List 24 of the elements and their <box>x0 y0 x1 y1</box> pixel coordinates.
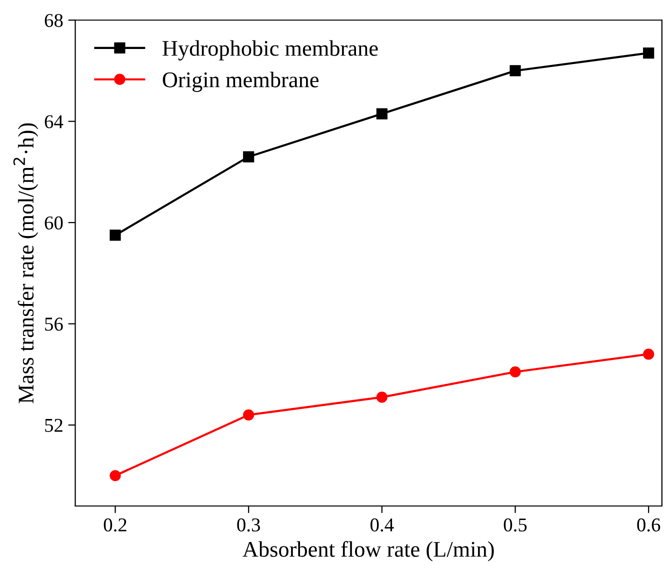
x-tick-label: 0.4 <box>370 518 394 532</box>
y-tick-label: 60 <box>44 216 63 230</box>
y-tick-label: 68 <box>44 14 63 28</box>
y-axis-title: Mass transfer rate (mol/(m$^{2}$·h)) <box>13 123 38 404</box>
point <box>110 470 121 482</box>
legend-label: Origin membrane <box>162 72 319 92</box>
point <box>376 392 388 403</box>
point <box>376 108 388 120</box>
x-tick-label: 0.2 <box>104 518 126 532</box>
x-tick-label: 0.3 <box>237 518 260 532</box>
legend-label: Hydrophobic membrane <box>162 40 378 60</box>
y-tick-label: 52 <box>45 418 62 432</box>
y-tick-label: 64 <box>44 115 64 128</box>
y-tick-label: 56 <box>45 318 63 331</box>
point <box>110 230 121 241</box>
point <box>243 151 254 162</box>
x-tick-label: 0.6 <box>637 518 660 532</box>
point <box>643 348 654 360</box>
point <box>243 409 254 420</box>
point <box>510 366 521 378</box>
point <box>510 65 521 76</box>
x-axis-title: Absorbent flow rate (L/min) <box>242 540 494 562</box>
x-tick-label: 0.5 <box>504 518 527 532</box>
point <box>643 47 654 59</box>
